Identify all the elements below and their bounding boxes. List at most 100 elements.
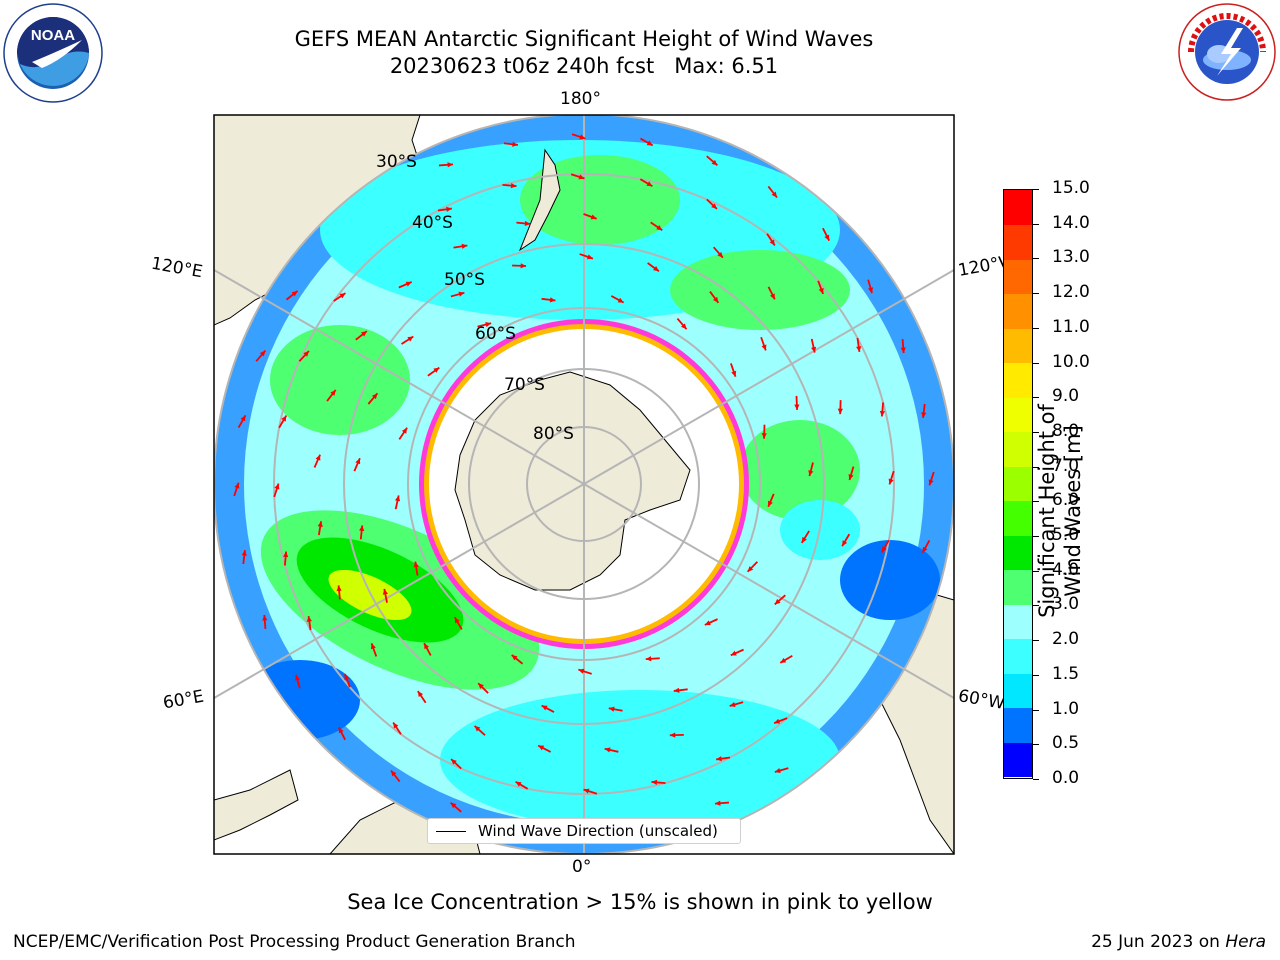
wave-arrow-head — [928, 479, 934, 486]
wave-arrow-head — [393, 722, 399, 729]
colorbar-segment — [1004, 673, 1032, 709]
caption: Sea Ice Concentration > 15% is shown in … — [347, 890, 933, 914]
wave-arrow-head — [520, 263, 527, 269]
wave-arrow-head — [716, 756, 722, 762]
wave-arrow-head — [344, 674, 350, 681]
chart-subtitle: 20230623 t06z 240h fcst Max: 6.51 — [389, 54, 779, 78]
wave-arrow-head — [234, 482, 240, 489]
colorbar-tick-mark — [1033, 293, 1039, 295]
antarctica-land — [454, 371, 691, 591]
wave-arrow-head — [731, 370, 737, 377]
wave-arrow-head — [303, 351, 309, 357]
wave-arrow-head — [794, 404, 800, 410]
wave-arrow-head — [579, 134, 586, 140]
wave-arrow-head — [608, 706, 615, 712]
colorbar-segment — [1004, 224, 1032, 260]
colorbar-tick-mark — [1033, 779, 1039, 780]
wave-direction-arrows — [233, 133, 935, 835]
wave-arrow-head — [371, 393, 378, 400]
colorbar-tick-label: 0.0 — [1052, 768, 1080, 788]
colorbar-tick-label: 9.0 — [1052, 386, 1080, 407]
wave-arrow-head — [413, 561, 419, 568]
wave-arrow-head — [401, 427, 408, 434]
wave-arrow-head — [879, 410, 885, 417]
colorbar-tick-mark — [1033, 640, 1039, 642]
wave-arrow-head — [315, 454, 321, 461]
colorbar-tick-label: 5.0 — [1052, 525, 1080, 546]
wave-arrow-head — [673, 687, 680, 693]
wave-arrow-head — [336, 585, 342, 592]
wave-arrow-head — [771, 191, 778, 198]
wave-arrow-head — [747, 566, 754, 572]
colorbar-tick-label: 7.0 — [1052, 455, 1080, 476]
wave-arrow-head — [646, 140, 653, 146]
colorbar-segment — [1004, 500, 1032, 536]
colorbar-tick-mark — [1033, 189, 1039, 190]
wave-arrow-head — [370, 643, 376, 650]
wave-arrow-head — [461, 243, 468, 249]
national-weather-service-logo-icon — [1178, 3, 1276, 101]
footer-credit: NCEP/EMC/Verification Post Processing Pr… — [13, 932, 576, 952]
map-frame — [213, 114, 955, 855]
wave-arrow-head — [446, 206, 452, 212]
wave-arrow-head — [510, 183, 517, 189]
colorbar-tick-label: 1.5 — [1052, 663, 1080, 684]
wave-arrow-head — [651, 779, 658, 785]
lat-label-50s: 50°S — [444, 270, 485, 290]
colorbar-segment — [1004, 431, 1032, 467]
colorbar-tick-label: 11.0 — [1052, 316, 1090, 337]
legend-label: Wind Wave Direction (unscaled) — [478, 822, 718, 840]
lat-label-80s: 80°S — [533, 424, 574, 444]
wave-arrow-head — [294, 674, 301, 681]
colorbar-tick-mark — [1033, 744, 1039, 746]
lon-label-180: 180° — [560, 89, 601, 109]
wave-arrow-head — [656, 225, 663, 231]
wave-arrow-head — [730, 650, 737, 656]
legend-line — [436, 831, 466, 832]
wave-arrow-head — [774, 767, 781, 774]
wave-arrow-head — [339, 293, 346, 299]
colorbar-tick-mark — [1033, 605, 1039, 607]
wave-arrow-head — [922, 546, 928, 553]
colorbar-tick-label: 2.0 — [1052, 629, 1080, 650]
wave-arrow-head — [390, 770, 397, 777]
wave-arrow-head — [617, 297, 624, 303]
wave-arrow-head — [330, 389, 336, 396]
colorbar — [1003, 189, 1033, 779]
colorbar-tick-mark — [1033, 431, 1039, 433]
colorbar-tick-label: 12.0 — [1052, 282, 1090, 303]
wave-arrow-head — [407, 336, 414, 342]
colorbar-tick-mark — [1033, 362, 1039, 364]
colorbar-tick-mark — [1033, 258, 1039, 260]
wave-arrow-head — [240, 415, 246, 422]
colorbar-tick-mark — [1033, 674, 1039, 676]
wave-arrow-head — [645, 656, 652, 662]
colorbar-segment — [1004, 604, 1032, 640]
wave-arrow-head — [856, 346, 862, 352]
wave-arrow-head — [274, 483, 280, 490]
wave-arrow-head — [769, 239, 775, 246]
colorbar-tick-label: 4.0 — [1052, 559, 1080, 580]
colorbar-tick-label: 10.0 — [1052, 351, 1090, 372]
wave-arrow-head — [306, 616, 312, 622]
wave-arrow-head — [583, 788, 590, 794]
wave-arrow-head — [900, 347, 906, 354]
wave-arrow-head — [291, 290, 298, 297]
wave-arrow-head — [711, 159, 718, 166]
colorbar-tick-label: 0.5 — [1052, 733, 1080, 754]
lat-label-60s: 60°S — [475, 324, 516, 344]
wave-arrow-head — [881, 546, 887, 553]
colorbar-segment — [1004, 466, 1032, 502]
wave-arrow-head — [578, 668, 585, 674]
wave-arrow-head — [714, 800, 721, 806]
wave-arrow-head — [405, 281, 412, 287]
colorbar-tick-mark — [1033, 327, 1039, 329]
colorbar-tick-mark — [1033, 397, 1039, 399]
colorbar-segment — [1004, 569, 1032, 605]
wave-arrow-head — [515, 781, 522, 787]
wave-arrow-head — [511, 655, 518, 661]
wave-arrow-head — [761, 344, 767, 351]
wave-arrow-head — [447, 162, 454, 168]
colorbar-segment — [1004, 742, 1032, 778]
